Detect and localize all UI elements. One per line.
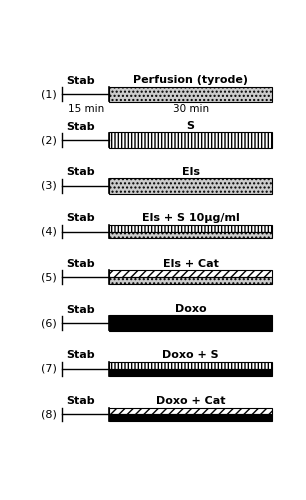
Text: (3): (3) <box>41 181 56 191</box>
Text: Stab: Stab <box>67 122 95 132</box>
Bar <box>110 270 272 278</box>
Bar <box>110 368 272 376</box>
Text: (5): (5) <box>41 272 56 282</box>
Bar <box>110 414 272 422</box>
Bar <box>110 178 272 194</box>
Text: Stab: Stab <box>67 168 95 177</box>
Text: (6): (6) <box>41 318 56 328</box>
Text: S: S <box>187 121 195 131</box>
Text: Doxo + Cat: Doxo + Cat <box>156 396 225 406</box>
Text: (8): (8) <box>41 410 57 420</box>
Text: Stab: Stab <box>67 76 95 86</box>
Text: Stab: Stab <box>67 350 95 360</box>
Text: Els + S 10μg/ml: Els + S 10μg/ml <box>142 213 240 223</box>
Text: Els + Cat: Els + Cat <box>163 259 218 269</box>
Text: Els: Els <box>182 166 200 176</box>
Text: (2): (2) <box>41 135 57 145</box>
Bar <box>110 278 272 284</box>
Text: Doxo: Doxo <box>175 304 207 314</box>
Text: Perfusion (tyrode): Perfusion (tyrode) <box>133 75 248 85</box>
Text: Stab: Stab <box>67 304 95 314</box>
Text: 30 min: 30 min <box>173 104 209 114</box>
Text: (1): (1) <box>41 90 56 100</box>
Text: Stab: Stab <box>67 396 95 406</box>
Text: Stab: Stab <box>67 259 95 269</box>
Text: (4): (4) <box>41 226 57 236</box>
Bar <box>110 232 272 238</box>
Bar <box>110 224 272 232</box>
Text: Stab: Stab <box>67 213 95 223</box>
Bar <box>110 132 272 148</box>
Bar <box>110 86 272 102</box>
Text: Doxo + S: Doxo + S <box>162 350 219 360</box>
Bar <box>110 316 272 330</box>
Bar <box>110 362 272 368</box>
Bar <box>110 408 272 414</box>
Text: 15 min: 15 min <box>68 104 104 114</box>
Text: (7): (7) <box>41 364 57 374</box>
